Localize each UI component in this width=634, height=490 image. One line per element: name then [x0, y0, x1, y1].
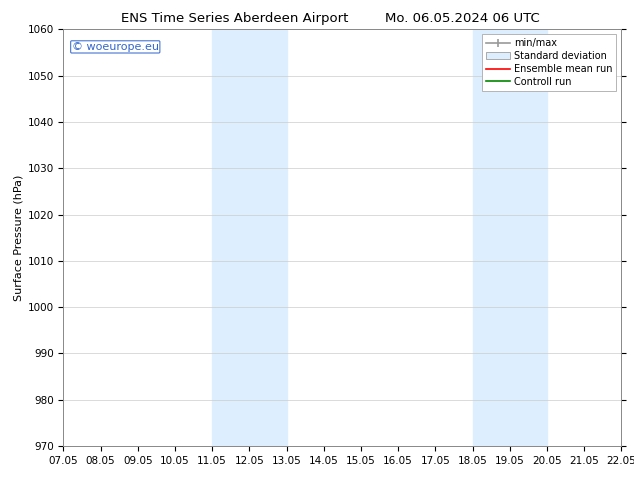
Legend: min/max, Standard deviation, Ensemble mean run, Controll run: min/max, Standard deviation, Ensemble me… [482, 34, 616, 91]
Y-axis label: Surface Pressure (hPa): Surface Pressure (hPa) [13, 174, 23, 301]
Bar [472, 29, 547, 446]
Bar [212, 29, 287, 446]
Text: © woeurope.eu: © woeurope.eu [72, 42, 158, 52]
Text: ENS Time Series Aberdeen Airport: ENS Time Series Aberdeen Airport [121, 12, 348, 25]
Text: Mo. 06.05.2024 06 UTC: Mo. 06.05.2024 06 UTC [385, 12, 540, 25]
